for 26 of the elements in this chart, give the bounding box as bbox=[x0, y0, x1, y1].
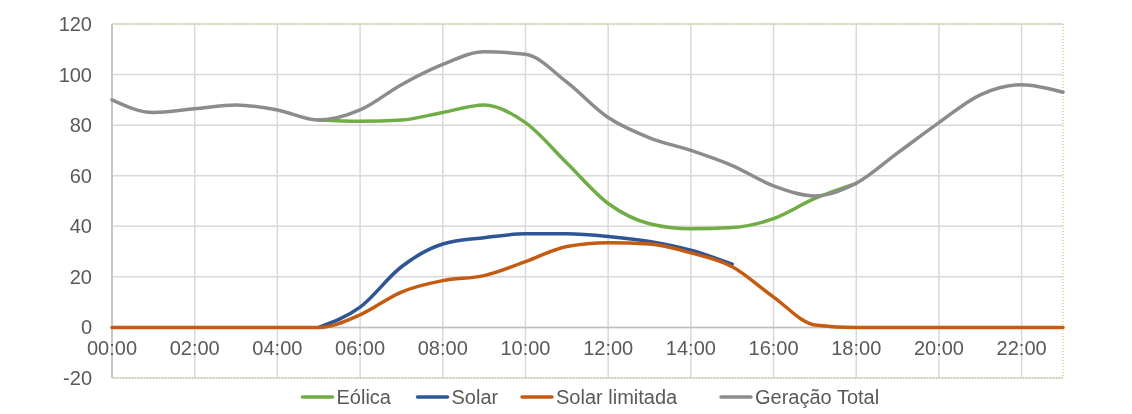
line-series bbox=[110, 50, 1065, 198]
x-tick-label: 12:00 bbox=[583, 337, 634, 360]
x-tick-label: 14:00 bbox=[665, 337, 716, 360]
x-tick-label: 22:00 bbox=[996, 337, 1047, 360]
legend-label: Solar limitada bbox=[556, 386, 679, 408]
y-tick-label: 60 bbox=[69, 164, 92, 187]
x-tick-label: 08:00 bbox=[417, 337, 468, 360]
x-tick-label: 20:00 bbox=[913, 337, 964, 360]
legend-label: Geração Total bbox=[755, 386, 880, 408]
y-tick-label: 40 bbox=[69, 215, 92, 238]
y-tick-label: 120 bbox=[58, 13, 92, 35]
y-tick-label: 100 bbox=[58, 63, 92, 86]
x-tick-label: 02:00 bbox=[169, 337, 220, 360]
line-series bbox=[110, 240, 1065, 330]
x-tick-label: 06:00 bbox=[335, 337, 386, 360]
x-tick-label: 16:00 bbox=[748, 337, 799, 360]
y-tick-label: 20 bbox=[69, 265, 92, 288]
x-tick-label: 18:00 bbox=[831, 337, 882, 360]
legend-label: Eólica bbox=[336, 386, 392, 408]
y-tick-label: 0 bbox=[80, 316, 92, 339]
legend-label: Solar bbox=[451, 386, 499, 408]
x-tick-label: 10:00 bbox=[500, 337, 551, 360]
x-tick-label: 04:00 bbox=[252, 337, 303, 360]
y-tick-label: 80 bbox=[69, 114, 92, 137]
y-tick-label: -20 bbox=[63, 367, 92, 389]
x-tick-label: 00:00 bbox=[86, 337, 138, 360]
